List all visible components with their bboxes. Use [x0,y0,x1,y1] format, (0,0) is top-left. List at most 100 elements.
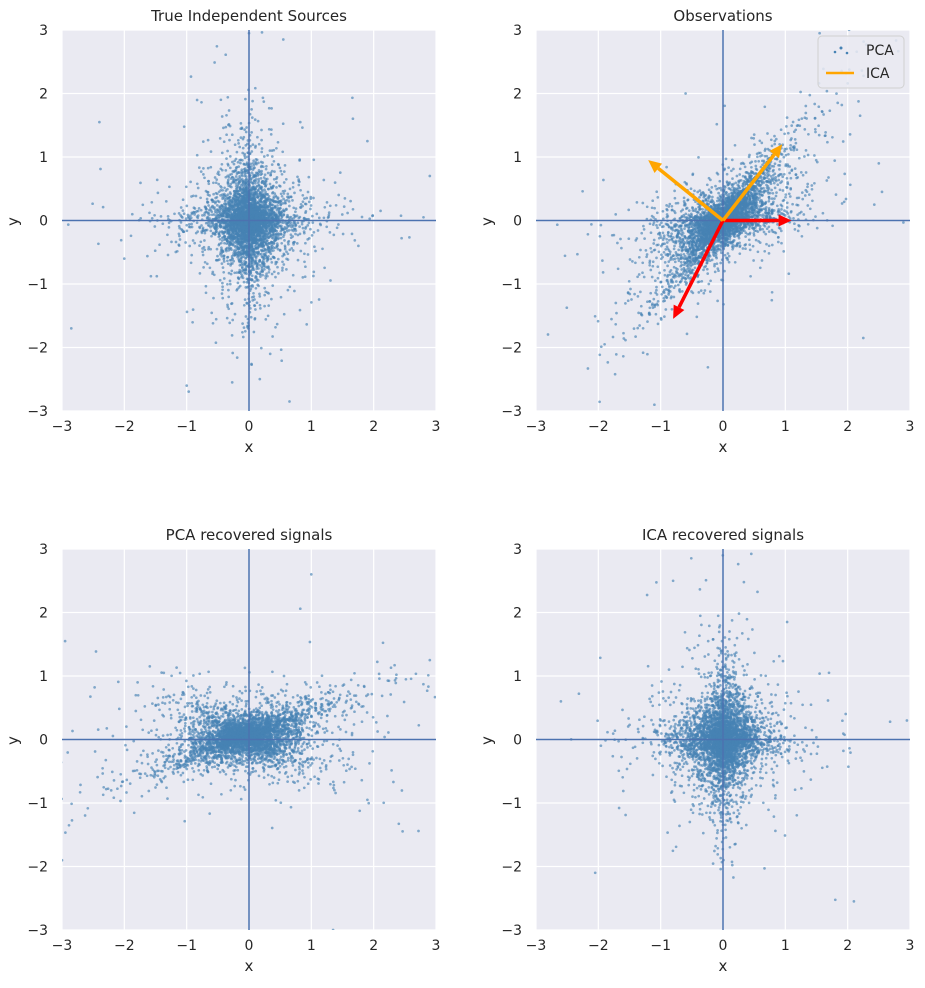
scatter-point [291,273,295,277]
scatter-point [258,235,262,239]
scatter-point [243,298,247,301]
scatter-point [270,155,274,158]
scatter-point [187,225,191,229]
scatter-point [244,268,248,272]
scatter-point [335,226,339,230]
scatter-point [173,212,176,216]
scatter-point [210,205,214,209]
scatter-point [312,196,315,200]
scatter-point [260,31,264,34]
scatter-point [241,268,245,272]
scatter-point [280,194,284,198]
scatter-point [212,192,215,196]
scatter-point [309,195,313,199]
scatter-point [299,203,303,206]
scatter-point [234,175,238,178]
scatter-point [286,252,290,256]
scatter-point [271,226,274,230]
scatter-point [343,197,347,200]
scatter-point [222,260,226,263]
scatter-point [654,312,658,316]
scatter-point [264,318,268,321]
scatter-point [262,262,265,266]
scatter-point [181,209,185,212]
scatter-point [312,274,315,278]
scatter-point [290,246,294,250]
scatter-point [277,272,280,275]
scatter-point [214,317,218,321]
scatter-point [265,213,268,216]
scatter-point [245,280,249,284]
scatter-point [227,295,231,299]
scatter-point [270,249,273,253]
scatter-point [228,237,232,240]
scatter-point [245,302,249,305]
scatter-point [244,97,247,101]
scatter-point [227,230,231,234]
scatter-point [238,186,242,190]
scatter-point [254,185,258,189]
scatter-point [224,238,228,241]
scatter-point [251,182,255,185]
scatter-point [303,252,306,256]
y-tick-label: −2 [27,341,48,357]
scatter-point [283,227,286,231]
scatter-point [310,234,314,237]
scatter-point [263,210,266,213]
scatter-point [268,231,272,234]
scatter-point [293,191,296,195]
scatter-point [246,184,249,188]
scatter-point [216,254,219,258]
scatter-point [289,236,293,240]
scatter-point [253,262,256,266]
scatter-point [188,217,192,221]
scatter-point [240,174,244,178]
scatter-point [649,268,653,272]
scatter-point [220,292,224,295]
scatter-point [256,30,258,31]
scatter-point [250,268,254,272]
scatter-point [273,237,277,241]
scatter-point [289,195,293,199]
scatter-point [296,258,300,262]
scatter-point [226,162,230,166]
scatter-point [226,212,230,216]
scatter-point [233,271,237,275]
scatter-point [206,138,210,142]
scatter-point [233,143,237,147]
scatter-point [164,200,168,203]
scatter-point [270,211,274,215]
x-tick-label: −2 [114,419,135,435]
scatter-point [231,214,235,217]
scatter-point [217,231,221,235]
scatter-point [240,232,244,236]
scatter-point [254,204,257,208]
scatter-point [236,221,239,225]
scatter-point [257,188,260,192]
scatter-point [237,142,240,145]
scatter-point [239,136,243,139]
scatter-point [249,242,253,246]
scatter-point [199,196,202,200]
scatter-point [232,226,236,229]
scatter-point [274,233,278,236]
scatter-point [289,221,293,224]
scatter-point [260,269,264,272]
scatter-point [256,135,259,139]
scatter-point [291,181,295,185]
scatter-point [270,208,274,212]
scatter-point [201,140,205,143]
scatter-point [253,304,256,307]
scatter-point [303,197,306,200]
scatter-point [279,202,283,206]
scatter-point [266,274,269,278]
scatter-point [179,221,183,224]
scatter-point [243,180,247,184]
scatter-point [218,278,222,282]
scatter-point [273,170,276,173]
scatter-point [181,216,184,219]
scatter-point [284,177,288,181]
scatter-point [793,222,796,226]
scatter-point [231,160,234,164]
scatter-point [278,249,282,252]
